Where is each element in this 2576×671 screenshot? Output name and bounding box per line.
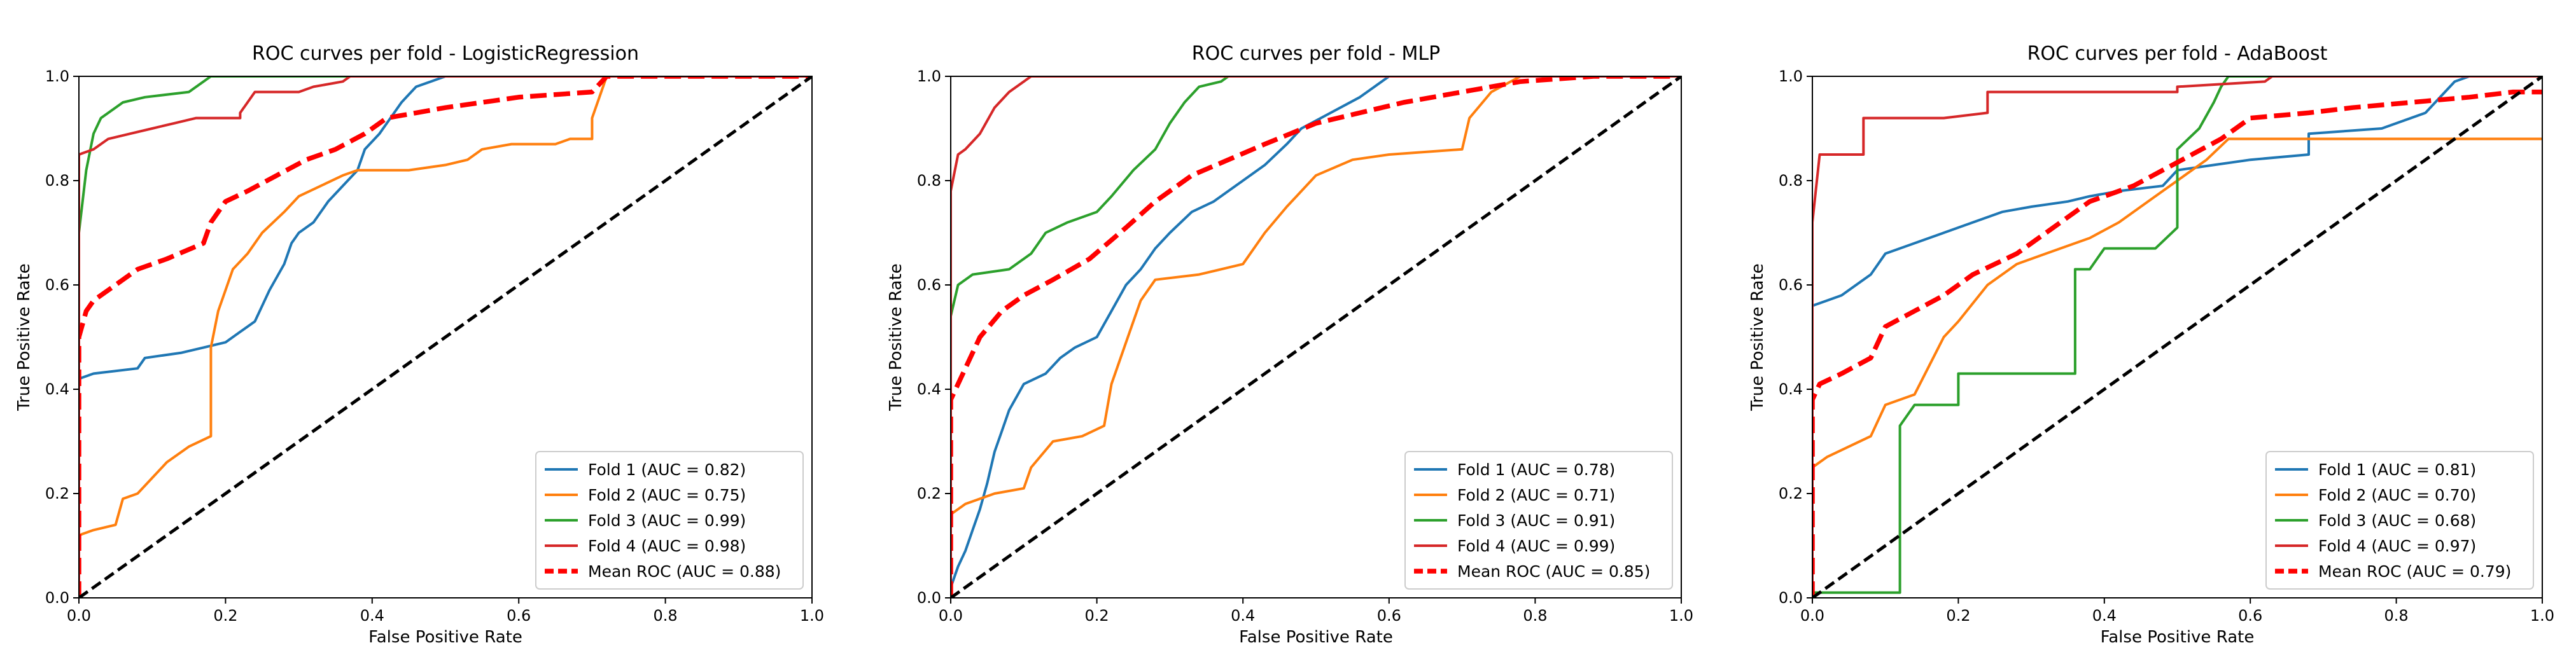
legend-label: Fold 1 (AUC = 0.78) [1457,460,1615,479]
legend-label: Mean ROC (AUC = 0.85) [1457,562,1650,581]
legend-label: Fold 2 (AUC = 0.70) [2318,486,2476,504]
y-tick-label: 0.4 [1779,380,1803,398]
mean-roc-line [79,76,812,598]
x-tick-label: 1.0 [1669,607,1693,625]
chance-diagonal-line [1812,76,2542,598]
y-tick-label: 0.6 [917,276,941,294]
axes-frame [950,76,1682,598]
series-line-fold-3 [79,76,812,598]
axes-frame [78,76,813,598]
y-axis-label: True Positive Rate [886,263,906,412]
legend-label: Fold 4 (AUC = 0.99) [1457,537,1615,555]
chart-title: ROC curves per fold - AdaBoost [2027,43,2328,65]
x-tick-label: 1.0 [800,607,824,625]
legend-label: Fold 4 (AUC = 0.97) [2318,537,2476,555]
series-line-fold-3 [1812,76,2542,598]
y-tick-label: 0.8 [45,172,69,190]
series-line-fold-4 [79,76,812,598]
y-tick-label: 0.4 [45,380,69,398]
y-axis-label: True Positive Rate [1748,263,1767,412]
series-line-fold-3 [951,76,1681,598]
plot-area [1812,76,2542,598]
legend-label: Fold 3 (AUC = 0.99) [588,511,746,530]
x-tick-label: 0.2 [1946,607,1970,625]
x-tick-label: 0.2 [1085,607,1109,625]
series-line-fold-4 [1812,76,2542,598]
series-line-fold-4 [951,76,1681,598]
legend-label: Fold 3 (AUC = 0.91) [1457,511,1615,530]
legend-label: Fold 1 (AUC = 0.82) [588,460,746,479]
chart-title: ROC curves per fold - LogisticRegression [252,43,639,65]
y-tick-label: 0.6 [45,276,69,294]
legend-box [1404,451,1673,590]
x-tick-label: 0.6 [507,607,531,625]
legend-box [2265,451,2534,590]
legend-box [535,451,804,590]
y-tick-label: 0.8 [917,172,941,190]
x-tick-label: 0.6 [2238,607,2262,625]
x-tick-label: 1.0 [2530,607,2554,625]
chance-diagonal-line [79,76,812,598]
legend-label: Fold 3 (AUC = 0.68) [2318,511,2476,530]
y-tick-label: 0.8 [1779,172,1803,190]
x-tick-label: 0.8 [1523,607,1547,625]
y-tick-label: 0.4 [917,380,941,398]
y-tick-label: 0.0 [1779,589,1803,607]
series-line-fold-2 [79,76,812,598]
plot-area [79,76,812,598]
y-tick-label: 1.0 [1779,67,1803,85]
y-tick-label: 0.2 [45,485,69,502]
series-line-fold-1 [1812,76,2542,598]
x-tick-label: 0.0 [1800,607,1824,625]
axes-frame [1812,76,2543,598]
x-tick-label: 0.6 [1377,607,1401,625]
x-tick-label: 0.4 [2092,607,2117,625]
y-tick-label: 0.2 [1779,485,1803,502]
legend: Fold 1 (AUC = 0.81) Fold 2 (AUC = 0.70) Fo… [2265,451,2534,590]
plot-area [951,76,1681,598]
legend-label: Fold 2 (AUC = 0.71) [1457,486,1615,504]
x-axis-label: False Positive Rate [2101,628,2255,647]
x-tick-label: 0.4 [360,607,384,625]
x-axis-label: False Positive Rate [368,628,522,647]
y-tick-label: 0.0 [45,589,69,607]
x-tick-label: 0.8 [654,607,678,625]
legend: Fold 1 (AUC = 0.82) Fold 2 (AUC = 0.75) Fo… [535,451,804,590]
legend-label: Fold 2 (AUC = 0.75) [588,486,746,504]
x-tick-label: 0.2 [213,607,237,625]
x-tick-label: 0.0 [939,607,963,625]
chart-panel-1: ROC curves per fold - LogisticRegression… [15,43,824,647]
series-line-fold-2 [951,76,1681,598]
chart-title: ROC curves per fold - MLP [1192,43,1440,65]
chart-panel-2: ROC curves per fold - MLP False Positive … [886,43,1693,647]
series-line-fold-1 [951,76,1681,598]
x-tick-label: 0.8 [2384,607,2409,625]
legend-label: Fold 1 (AUC = 0.81) [2318,460,2476,479]
mean-roc-line [1812,89,2542,598]
legend-label: Mean ROC (AUC = 0.88) [588,562,781,581]
y-tick-label: 1.0 [917,67,941,85]
x-axis-label: False Positive Rate [1239,628,1393,647]
legend-label: Mean ROC (AUC = 0.79) [2318,562,2511,581]
y-axis-label: True Positive Rate [15,263,34,412]
chart-panel-3: ROC curves per fold - AdaBoost False Posi… [1748,43,2554,647]
mean-roc-line [951,76,1681,598]
y-tick-label: 0.0 [917,589,941,607]
series-line-fold-1 [79,76,812,598]
legend-label: Fold 4 (AUC = 0.98) [588,537,746,555]
y-tick-label: 1.0 [45,67,69,85]
legend: Fold 1 (AUC = 0.78) Fold 2 (AUC = 0.71) Fo… [1404,451,1673,590]
x-tick-label: 0.4 [1231,607,1255,625]
y-tick-label: 0.6 [1779,276,1803,294]
x-tick-label: 0.0 [67,607,91,625]
chance-diagonal-line [951,76,1681,598]
y-tick-label: 0.2 [917,485,941,502]
